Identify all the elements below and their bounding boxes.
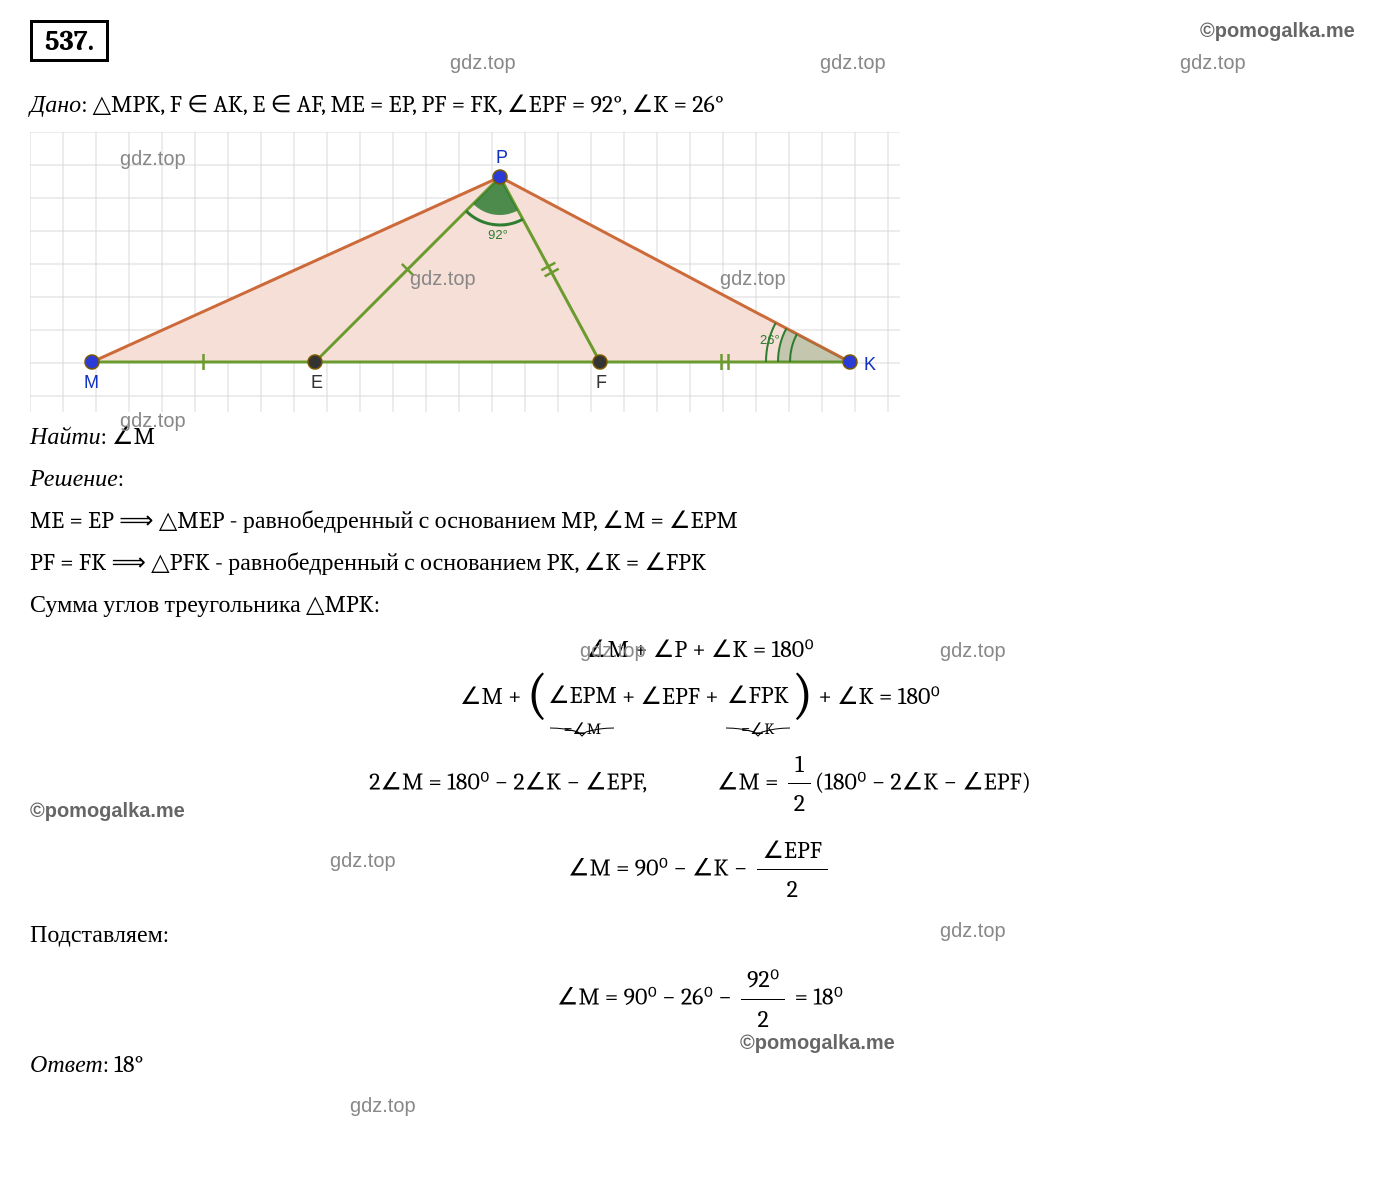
- underbrace-epm: ∠EPM =∠M: [548, 676, 617, 736]
- eq4-frac-num: ∠EPF: [757, 831, 828, 870]
- eq2-right: + ∠K = 180⁰: [813, 682, 940, 710]
- eq4-frac-den: 2: [757, 870, 828, 908]
- watermark-pomogalka: ©pomogalka.me: [1200, 20, 1355, 43]
- step-3: Сумма углов треугольника △MPK:: [30, 586, 1370, 622]
- solution-label: Решение: [30, 464, 118, 492]
- eq4-left: ∠M = 90⁰ − ∠K −: [568, 853, 753, 881]
- eq5-left: ∠M = 90⁰ − 26⁰ −: [557, 983, 737, 1011]
- eq4-frac: ∠EPF2: [757, 831, 828, 909]
- given-text: : △MPK, F ∈ AK, E ∈ AF, ME = EP, PF = FK…: [81, 90, 724, 118]
- answer-text: : 18°: [103, 1050, 144, 1078]
- watermark-gdz: gdz.top: [1180, 52, 1246, 75]
- diagram-svg: 92° 26° M E F K P: [30, 132, 900, 412]
- substitute-label: Подставляем:: [30, 916, 1370, 952]
- eq2-epm: ∠EPM: [548, 676, 617, 714]
- equation-2: ∠M + ( ∠EPM =∠M + ∠EPF + ∠FPK =∠K ) + ∠K…: [30, 676, 1370, 736]
- eq3-frac: 12: [788, 745, 811, 823]
- eq3-right-a: ∠M =: [717, 767, 784, 795]
- left-paren: (: [527, 672, 548, 717]
- eq5-frac-den: 2: [741, 1000, 785, 1038]
- equation-1: ∠M + ∠P + ∠K = 180⁰: [30, 630, 1370, 668]
- underbrace-fpk: ∠FPK =∠K: [724, 676, 792, 736]
- eq3-frac-den: 2: [788, 784, 811, 822]
- eq5-right: = 18⁰: [789, 983, 843, 1011]
- watermark-gdz: gdz.top: [450, 52, 516, 75]
- svg-text:92°: 92°: [488, 227, 508, 242]
- given-label: Дано: [30, 90, 81, 118]
- right-paren: ): [792, 672, 813, 717]
- answer-line: Ответ: 18°: [30, 1046, 1370, 1082]
- equation-4: ∠M = 90⁰ − ∠K − ∠EPF2: [30, 831, 1370, 909]
- svg-text:26°: 26°: [760, 332, 780, 347]
- eq2-fpk: ∠FPK: [724, 676, 792, 714]
- eq3-frac-num: 1: [788, 745, 811, 784]
- find-label: Найти: [30, 422, 101, 450]
- find-line: Найти: ∠M: [30, 418, 1370, 454]
- svg-text:M: M: [84, 372, 99, 392]
- problem-number: 537.: [30, 20, 109, 62]
- equation-5: ∠M = 90⁰ − 26⁰ − 92⁰2 = 18⁰: [30, 960, 1370, 1038]
- find-text: : ∠M: [101, 422, 155, 450]
- answer-label: Ответ: [30, 1050, 103, 1078]
- watermark-gdz: gdz.top: [820, 52, 886, 75]
- step-2: PF = FK ⟹ △PFK - равнобедренный с основа…: [30, 544, 1370, 580]
- solution-heading: Решение:: [30, 460, 1370, 496]
- svg-text:P: P: [496, 147, 508, 167]
- eq5-frac-num: 92⁰: [741, 960, 785, 999]
- equation-3: 2∠M = 180⁰ − 2∠K − ∠EPF, ∠M = 12(180⁰ − …: [30, 745, 1370, 823]
- eq3-right-b: (180⁰ − 2∠K − ∠EPF): [815, 767, 1031, 795]
- eq3-left: 2∠M = 180⁰ − 2∠K − ∠EPF,: [369, 767, 646, 795]
- svg-text:F: F: [596, 372, 607, 392]
- svg-text:K: K: [864, 354, 876, 374]
- triangle-diagram: 92° 26° M E F K P: [30, 132, 900, 412]
- solution-colon: :: [118, 464, 124, 492]
- given-line: Дано: △MPK, F ∈ AK, E ∈ AF, ME = EP, PF …: [30, 86, 1370, 122]
- svg-text:E: E: [311, 372, 323, 392]
- eq2-left: ∠M +: [460, 682, 527, 710]
- step-1: ME = EP ⟹ △MEP - равнобедренный с основа…: [30, 502, 1370, 538]
- eq2-mid1: + ∠EPF +: [617, 682, 724, 710]
- eq5-frac: 92⁰2: [741, 960, 785, 1038]
- watermark-gdz: gdz.top: [350, 1095, 416, 1118]
